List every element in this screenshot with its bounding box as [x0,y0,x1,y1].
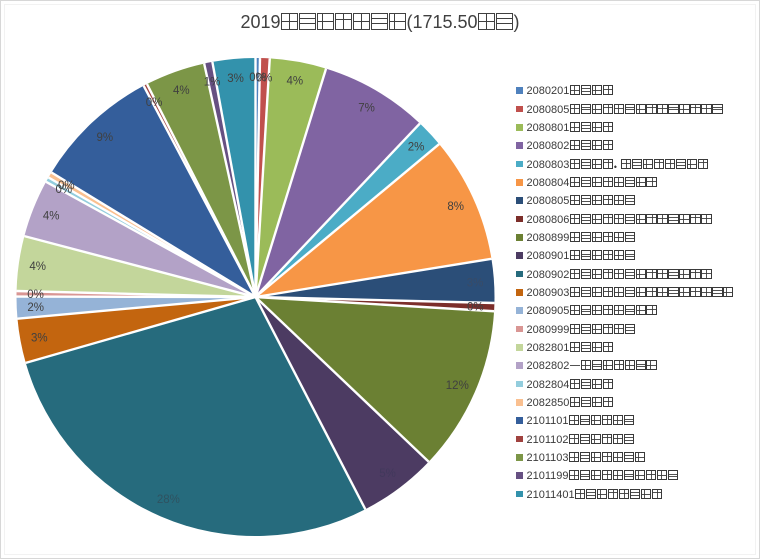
svg-text:4%: 4% [29,261,46,273]
svg-text:7%: 7% [358,102,375,114]
svg-text:0%: 0% [146,97,163,109]
svg-text:12%: 12% [446,380,469,392]
svg-text:3%: 3% [467,277,484,289]
svg-text:0%: 0% [249,72,266,84]
svg-text:9%: 9% [96,132,113,144]
svg-text:0%: 0% [55,184,72,196]
svg-text:0%: 0% [467,302,484,314]
svg-text:1%: 1% [204,77,221,89]
svg-text:4%: 4% [43,211,60,223]
svg-text:0%: 0% [27,289,44,301]
svg-text:8%: 8% [447,201,464,213]
svg-text:3%: 3% [227,73,244,85]
svg-text:2%: 2% [27,302,44,314]
svg-text:28%: 28% [157,494,180,506]
svg-text:0%: 0% [256,72,273,84]
svg-text:4%: 4% [286,76,303,88]
svg-text:2%: 2% [408,142,425,154]
svg-text:5%: 5% [379,468,396,480]
svg-text:3%: 3% [31,333,48,345]
svg-text:4%: 4% [173,85,190,97]
svg-text:0%: 0% [58,180,75,192]
